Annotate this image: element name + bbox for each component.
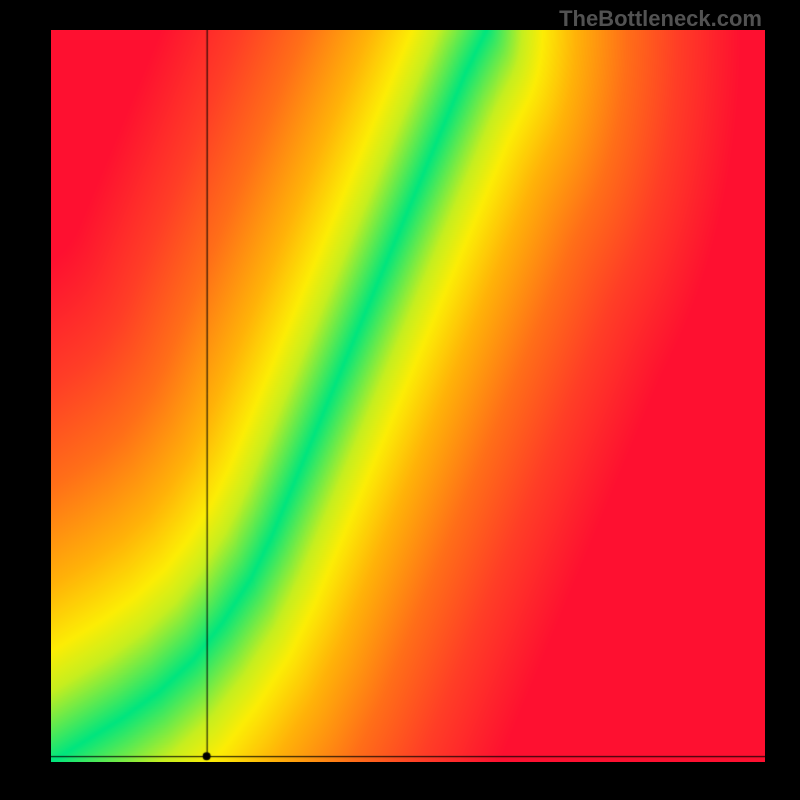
heatmap-plot [51,30,765,762]
watermark-text: TheBottleneck.com [559,6,762,32]
heatmap-canvas [51,30,765,762]
